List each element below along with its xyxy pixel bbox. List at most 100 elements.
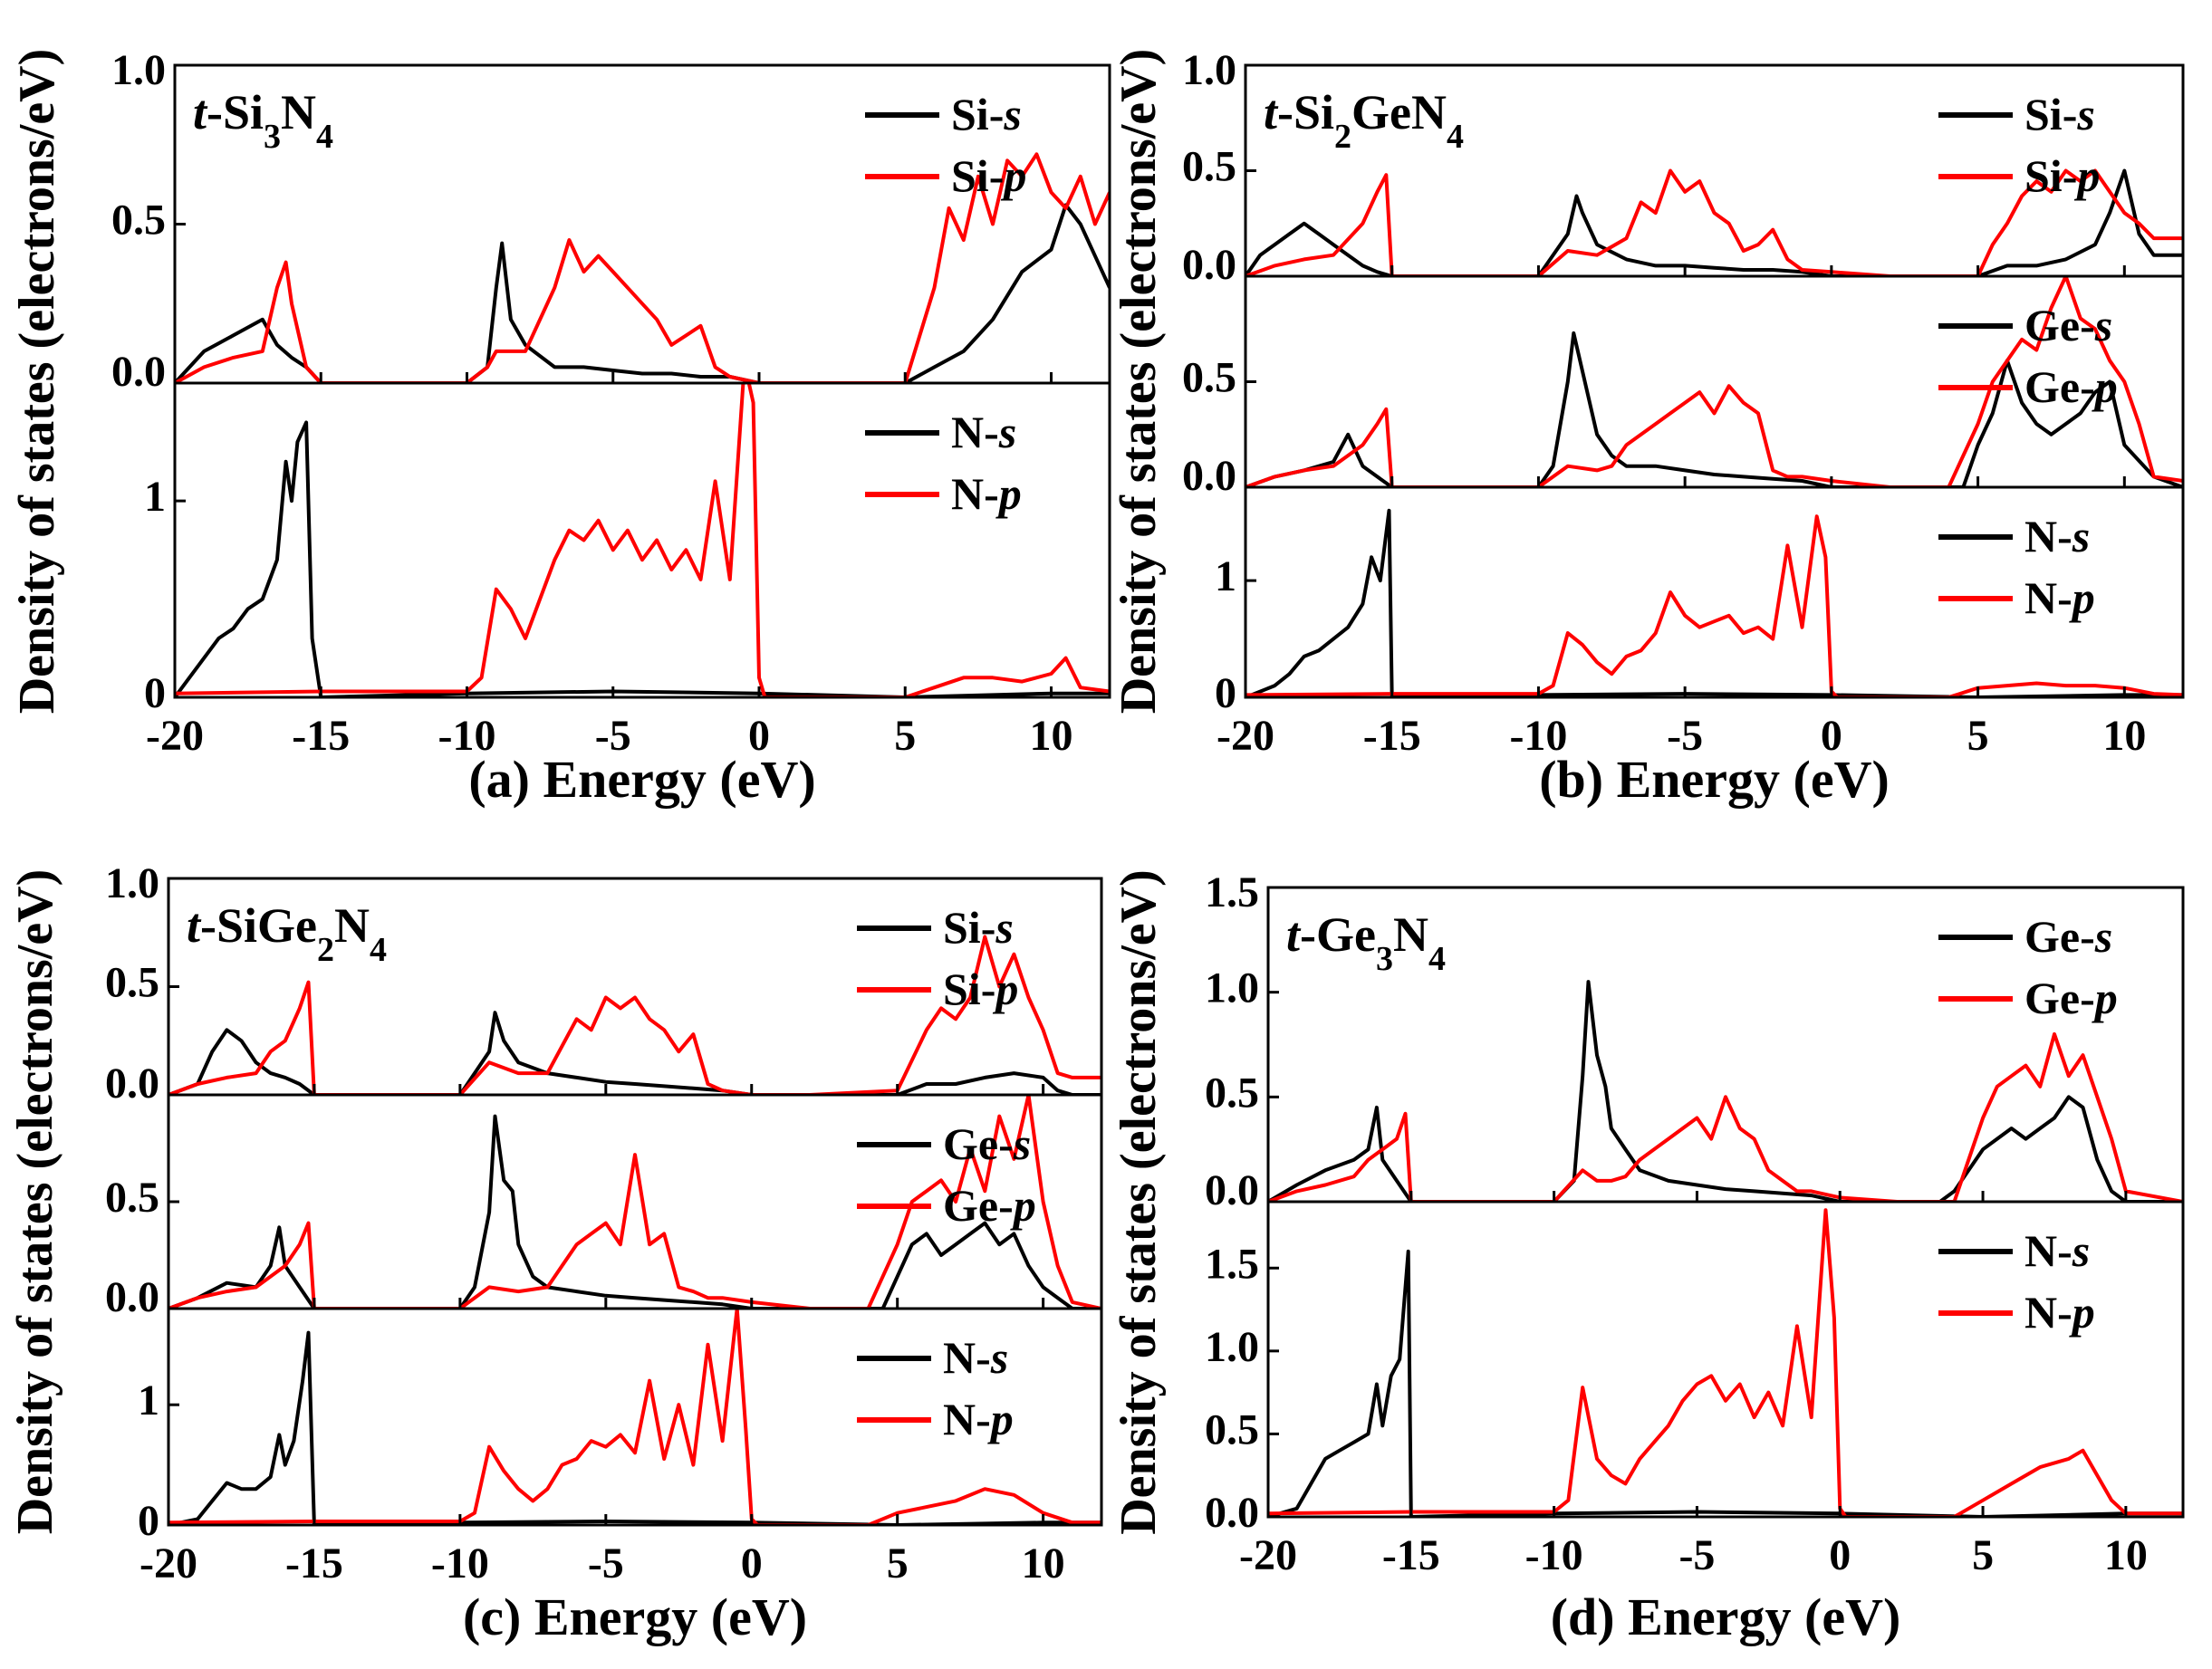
legend-label-si-p: Si-p bbox=[2024, 150, 2100, 201]
series-line-n-s bbox=[175, 420, 1110, 697]
x-tick-label: 0 bbox=[741, 1540, 763, 1587]
series-line-n-p bbox=[175, 383, 1110, 697]
x-tick-label: -10 bbox=[431, 1540, 489, 1587]
legend-label-ge-s: Ge-s bbox=[2024, 911, 2112, 962]
panel-title: t-Si3N4 bbox=[193, 85, 333, 156]
panel-d: Density of states (electrons/eV) (d) Ener… bbox=[1111, 868, 2185, 1646]
x-tick-label: -5 bbox=[1667, 712, 1703, 760]
panel-frame bbox=[1266, 886, 2185, 1519]
x-tick-label: -5 bbox=[595, 712, 631, 760]
x-tick-label: -10 bbox=[438, 712, 496, 760]
x-tick-label: 5 bbox=[887, 1540, 909, 1587]
legend-label-n-p: N-p bbox=[951, 468, 1022, 519]
y-tick-label: 0 bbox=[138, 1497, 159, 1545]
legend-label-ge-p: Ge-p bbox=[2024, 973, 2118, 1023]
subplot-1: 0.0 0.5 1.0 Si-s Si-p bbox=[1182, 46, 2183, 289]
y-tick-label: 1.0 bbox=[111, 46, 166, 94]
y-tick-label: 1 bbox=[1215, 552, 1236, 600]
x-tick-label: 10 bbox=[2102, 712, 2146, 760]
x-tick-label: -20 bbox=[1217, 712, 1274, 760]
y-tick-label: 0 bbox=[1215, 669, 1236, 717]
subplot-1: 0.0 0.5 1.0 Si-s Si-p bbox=[105, 859, 1101, 1108]
legend-label-n-s: N-s bbox=[2024, 1225, 2090, 1276]
y-tick-label: 0.0 bbox=[111, 348, 166, 396]
x-axis-label: (d) Energy (eV) bbox=[1551, 1587, 1901, 1646]
y-axis-label: Density of states (electrons/eV) bbox=[1111, 869, 1167, 1535]
x-tick-label: -5 bbox=[1678, 1531, 1715, 1579]
y-tick-label: 0.5 bbox=[105, 1174, 159, 1222]
panel-a: Density of states (electrons/eV) (a) Ener… bbox=[9, 46, 1111, 809]
subplot-3: 0 1 N-s N-p bbox=[1215, 485, 2183, 717]
series-line-n-p bbox=[1268, 1208, 2183, 1517]
x-tick-label: 5 bbox=[1967, 712, 1989, 760]
x-tick-label: 5 bbox=[894, 712, 916, 760]
y-tick-label: 0.5 bbox=[111, 197, 166, 245]
series-line-ge-s bbox=[168, 1114, 1101, 1309]
legend-label-ge-p: Ge-p bbox=[2024, 361, 2118, 412]
legend-label-ge-s: Ge-s bbox=[943, 1118, 1031, 1169]
x-tick-label: -15 bbox=[1382, 1531, 1440, 1579]
legend-label-si-p: Si-p bbox=[951, 150, 1026, 201]
x-tick-label: -10 bbox=[1509, 712, 1567, 760]
subplot-2: 0 1 N-s N-p bbox=[144, 381, 1110, 717]
panel-title: t-SiGe2N4 bbox=[187, 898, 387, 969]
panel-title: t-Si2GeN4 bbox=[1264, 85, 1464, 156]
series-line-n-p bbox=[168, 1309, 1101, 1525]
legend-label-ge-s: Ge-s bbox=[2024, 300, 2112, 350]
series-line-si-s bbox=[168, 1011, 1101, 1095]
x-tick-label: 5 bbox=[1972, 1531, 1994, 1579]
legend-label-n-p: N-p bbox=[943, 1394, 1014, 1444]
subplot-2: 0.0 0.5 Ge-s Ge-p bbox=[1182, 274, 2183, 500]
y-tick-label: 0 bbox=[144, 669, 166, 717]
y-tick-label: 1.0 bbox=[1205, 1323, 1259, 1371]
x-axis-label: (a) Energy (eV) bbox=[468, 750, 815, 809]
legend-label-si-s: Si-s bbox=[943, 902, 1014, 953]
legend-label-n-p: N-p bbox=[2024, 572, 2095, 623]
x-axis-label: (c) Energy (eV) bbox=[463, 1587, 807, 1646]
y-tick-label: 1 bbox=[144, 473, 166, 521]
series-line-n-p bbox=[1245, 514, 2183, 697]
y-tick-label: 1.5 bbox=[1205, 868, 1259, 916]
legend-label-si-s: Si-s bbox=[2024, 89, 2095, 139]
y-tick-label: 0.0 bbox=[105, 1060, 159, 1108]
subplot-2: 0.0 0.5 1.0 1.5 N-s N-p bbox=[1205, 1200, 2183, 1537]
panel-frame bbox=[1244, 63, 2185, 699]
subplot-3: 0 1 N-s N-p bbox=[138, 1307, 1101, 1545]
x-tick-label: 10 bbox=[1030, 712, 1073, 760]
y-tick-label: 0.0 bbox=[1182, 452, 1236, 500]
y-tick-label: 0.5 bbox=[1182, 354, 1236, 402]
y-tick-label: 0.5 bbox=[1205, 1069, 1259, 1117]
x-tick-label: -15 bbox=[1363, 712, 1421, 760]
legend-label-n-p: N-p bbox=[2024, 1287, 2095, 1338]
legend-label-si-s: Si-s bbox=[951, 89, 1022, 139]
x-tick-label: -15 bbox=[292, 712, 350, 760]
y-tick-label: 1.0 bbox=[1205, 964, 1259, 1012]
x-tick-label: 0 bbox=[748, 712, 770, 760]
subplot-1: 0.0 0.5 1.0 Si-s Si-p bbox=[111, 46, 1110, 396]
panel-b: Density of states (electrons/eV) (b) Ener… bbox=[1111, 46, 2185, 809]
x-tick-label: -15 bbox=[285, 1540, 343, 1587]
y-tick-label: 0.0 bbox=[1182, 241, 1236, 289]
y-tick-label: 1 bbox=[138, 1376, 159, 1424]
legend-label-n-s: N-s bbox=[951, 407, 1016, 457]
series-line-ge-p bbox=[1245, 276, 2183, 487]
series-line-si-s bbox=[175, 203, 1110, 383]
subplot-2: 0.0 0.5 Ge-s Ge-p bbox=[105, 1093, 1101, 1321]
y-tick-label: 0.0 bbox=[105, 1273, 159, 1321]
series-line-ge-s bbox=[1245, 331, 2183, 487]
panel-frame bbox=[167, 877, 1103, 1527]
series-line-ge-p bbox=[168, 1095, 1101, 1309]
panel-frame bbox=[173, 63, 1111, 699]
legend-label-n-s: N-s bbox=[2024, 511, 2090, 561]
y-axis-label: Density of states (electrons/eV) bbox=[7, 869, 63, 1535]
series-line-si-p bbox=[175, 152, 1110, 383]
y-tick-label: 1.5 bbox=[1205, 1240, 1259, 1288]
x-tick-label: -5 bbox=[588, 1540, 624, 1587]
x-tick-label: -20 bbox=[1239, 1531, 1297, 1579]
series-line-si-s bbox=[1245, 168, 2183, 276]
subplot-1: 0.0 0.5 1.0 1.5 Ge-s Ge-p bbox=[1205, 868, 2183, 1214]
series-line-ge-p bbox=[1268, 1031, 2183, 1202]
legend-label-ge-p: Ge-p bbox=[943, 1180, 1036, 1231]
